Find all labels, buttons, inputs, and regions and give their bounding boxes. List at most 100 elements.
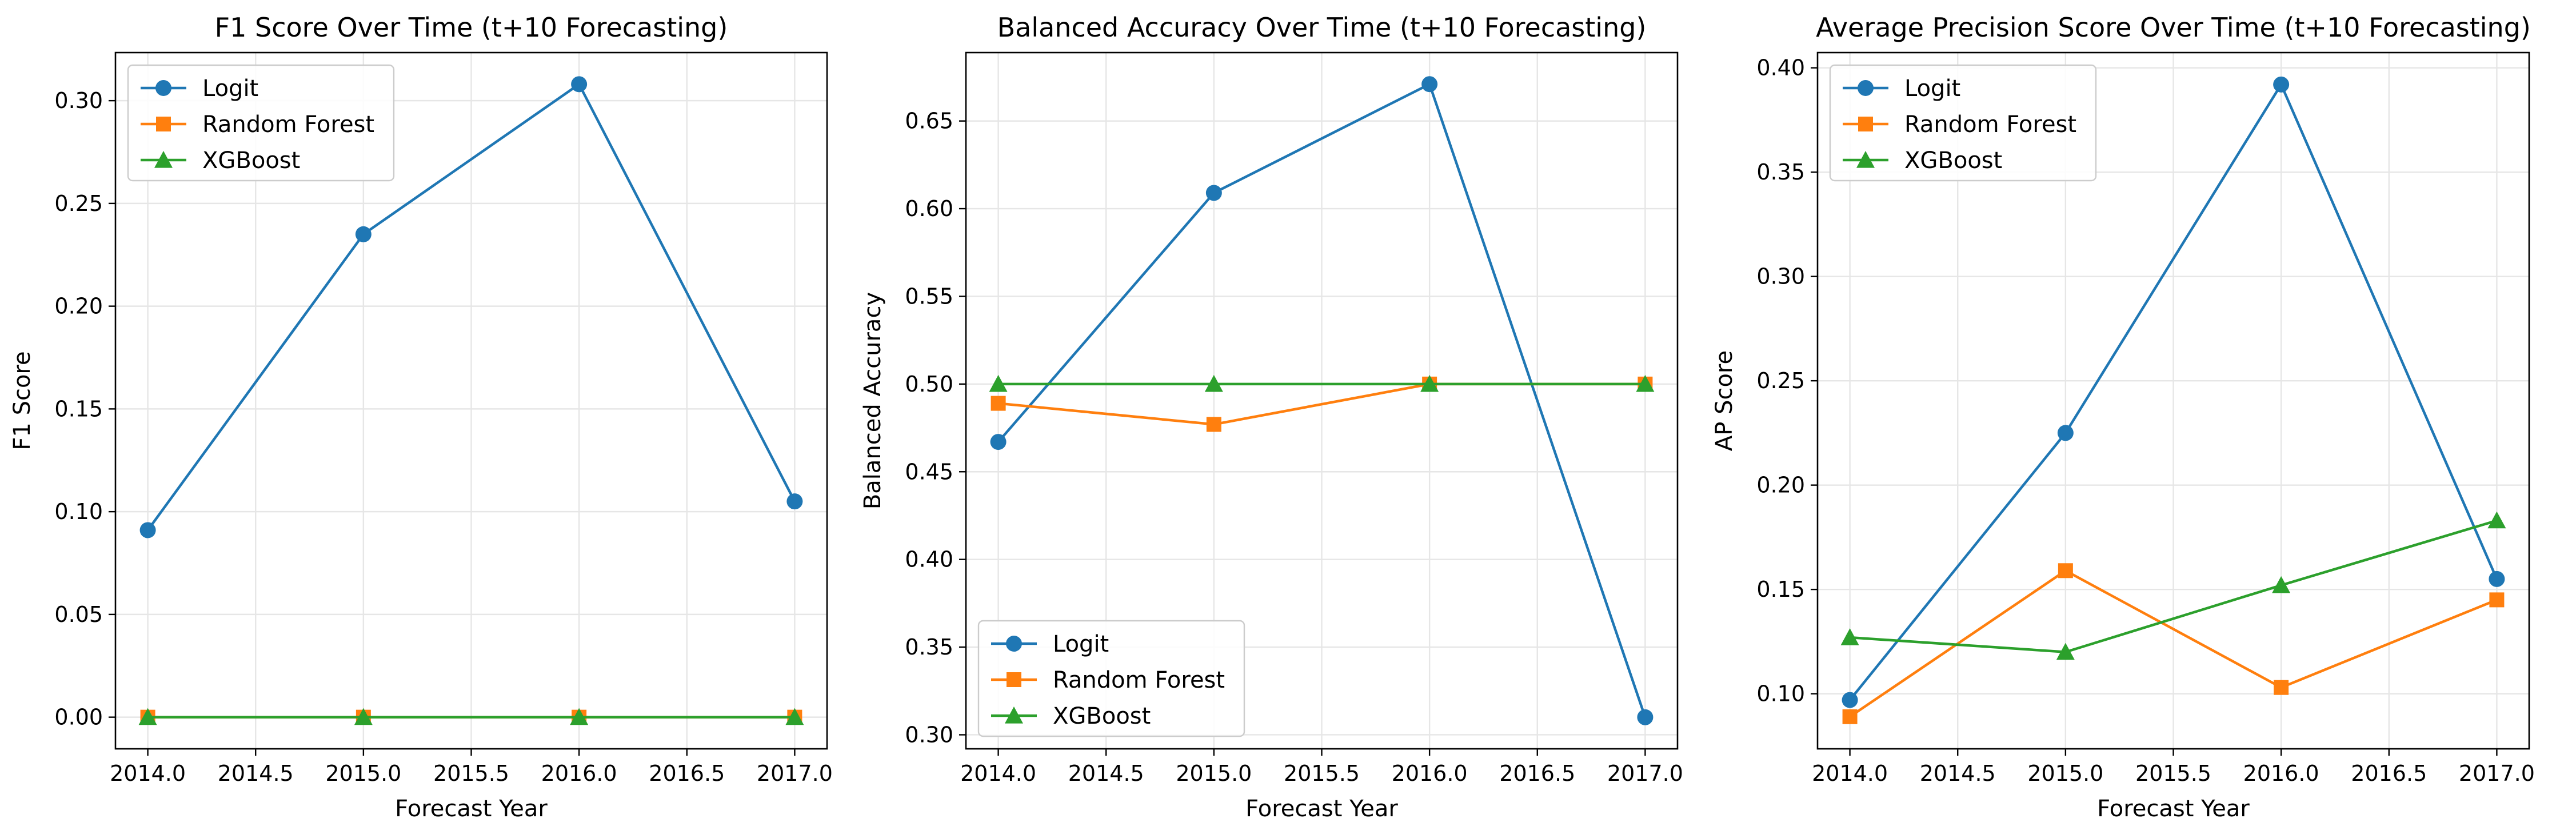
axes-frame	[114, 51, 828, 750]
y-tick-label: 0.25	[54, 191, 103, 216]
series-logit	[1842, 76, 2505, 708]
x-axis-label: Forecast Year	[395, 796, 548, 822]
y-tick-label: 0.45	[905, 459, 953, 484]
data-point-logit	[1205, 185, 1222, 201]
legend: Logit Random Forest XGBoost	[1829, 64, 2097, 182]
data-point-xgboost	[354, 708, 373, 725]
axes-frame	[1816, 51, 2530, 750]
legend-marker-logit	[155, 80, 171, 96]
x-tick-label: 2015.5	[433, 761, 509, 786]
legend-marker-xgboost	[1856, 151, 1875, 168]
series-xgboost	[989, 374, 1655, 392]
x-tick-label: 2016.0	[1392, 761, 1468, 786]
x-axis-label: Forecast Year	[2097, 796, 2250, 822]
y-tick-label: 0.60	[905, 196, 953, 221]
x-tick-label: 2017.0	[1607, 761, 1683, 786]
data-point-logit	[571, 76, 588, 93]
legend: Logit Random Forest XGBoost	[977, 620, 1245, 737]
series-line-logit	[997, 82, 1647, 718]
y-tick-label: 0.20	[1756, 473, 1805, 498]
x-tick-label: 2016.5	[649, 761, 725, 786]
y-tick-label: 0.10	[1756, 681, 1805, 707]
data-point-logit	[2489, 570, 2505, 587]
data-point-xgboost	[989, 374, 1008, 392]
x-tick-label: 2015.0	[325, 761, 401, 786]
x-tick-label: 2014.0	[960, 761, 1036, 786]
y-tick-label: 0.40	[1756, 55, 1805, 81]
legend-box	[1829, 64, 2097, 182]
legend-label-logit: Logit	[1053, 631, 1109, 657]
chart-title: Balanced Accuracy Over Time (t+10 Foreca…	[997, 12, 1647, 43]
data-point-logit	[990, 434, 1007, 450]
legend-label-logit: Logit	[1904, 75, 1960, 102]
data-point-xgboost	[1636, 374, 1655, 392]
legend-marker-random-forest	[156, 117, 171, 131]
series-line-logit	[146, 83, 796, 531]
legend-box	[127, 64, 395, 182]
legend-marker-xgboost	[1005, 707, 1023, 724]
y-tick-label: 0.00	[54, 705, 103, 730]
chart-panel-1: 2014.0 2014.5 2015.0 2015.5 2016.0 2016.5 2017…	[9, 12, 833, 822]
x-tick-label: 2016.5	[1499, 761, 1575, 786]
x-tick-label: 2016.0	[541, 761, 617, 786]
data-point-xgboost	[138, 708, 157, 725]
legend-marker-random-forest	[1007, 672, 1021, 687]
axes-frame	[965, 51, 1679, 750]
data-point-xgboost	[1840, 628, 1859, 645]
data-point-logit	[2273, 76, 2290, 93]
data-point-logit	[786, 493, 803, 510]
y-tick-label: 0.55	[905, 284, 953, 309]
legend-label-xgboost: XGBoost	[202, 147, 300, 174]
chart-title: F1 Score Over Time (t+10 Forecasting)	[215, 12, 728, 43]
legend-label-random-forest: Random Forest	[202, 111, 374, 138]
y-tick-label: 0.25	[1756, 368, 1805, 393]
data-point-random-forest	[991, 396, 1006, 411]
data-point-logit	[2057, 425, 2074, 441]
legend-label-random-forest: Random Forest	[1053, 667, 1225, 693]
y-tick-label: 0.35	[1756, 159, 1805, 185]
x-tick-label: 2014.5	[218, 761, 294, 786]
series-line-logit	[1848, 83, 2498, 701]
data-point-logit	[1421, 76, 1438, 93]
y-tick-label: 0.30	[905, 722, 953, 747]
data-point-xgboost	[2056, 643, 2075, 660]
legend-marker-random-forest	[1858, 117, 1873, 131]
series-line-xgboost	[1850, 519, 2498, 653]
data-point-random-forest	[2489, 592, 2505, 608]
y-axis-label: Balanced Accuracy	[860, 292, 886, 509]
data-point-logit	[1842, 692, 1858, 708]
y-tick-label: 0.30	[1756, 264, 1805, 289]
x-tick-label: 2014.0	[1812, 761, 1888, 786]
y-axis-label: F1 Score	[9, 351, 35, 450]
x-tick-label: 2015.0	[1176, 761, 1252, 786]
x-tick-label: 2014.0	[110, 761, 186, 786]
y-tick-label: 0.10	[54, 499, 103, 524]
x-tick-label: 2017.0	[2459, 761, 2535, 786]
x-tick-label: 2015.5	[1284, 761, 1360, 786]
legend-label-random-forest: Random Forest	[1904, 111, 2076, 138]
data-point-xgboost	[1204, 374, 1223, 392]
data-point-random-forest	[1206, 417, 1221, 432]
legend-box	[977, 620, 1245, 737]
x-tick-label: 2014.5	[1920, 761, 1996, 786]
y-tick-label: 0.15	[54, 396, 103, 421]
data-point-logit	[355, 226, 372, 242]
x-tick-label: 2015.0	[2027, 761, 2103, 786]
x-tick-label: 2014.5	[1068, 761, 1144, 786]
series-xgboost	[1840, 511, 2506, 660]
y-tick-label: 0.20	[54, 294, 103, 319]
series-xgboost	[138, 708, 804, 725]
y-tick-label: 0.35	[905, 635, 953, 660]
x-tick-label: 2017.0	[757, 761, 833, 786]
y-tick-label: 0.40	[905, 547, 953, 572]
chart-panel-2: 2014.0 2014.5 2015.0 2015.5 2016.0 2016.5 2017…	[860, 12, 1683, 822]
x-tick-label: 2016.0	[2243, 761, 2319, 786]
data-point-logit	[1637, 709, 1654, 725]
data-point-xgboost	[570, 708, 589, 725]
data-point-random-forest	[2274, 680, 2289, 695]
series-logit	[990, 76, 1654, 725]
y-tick-label: 0.15	[1756, 577, 1805, 602]
series-logit	[139, 76, 803, 538]
x-axis-label: Forecast Year	[1245, 796, 1398, 822]
